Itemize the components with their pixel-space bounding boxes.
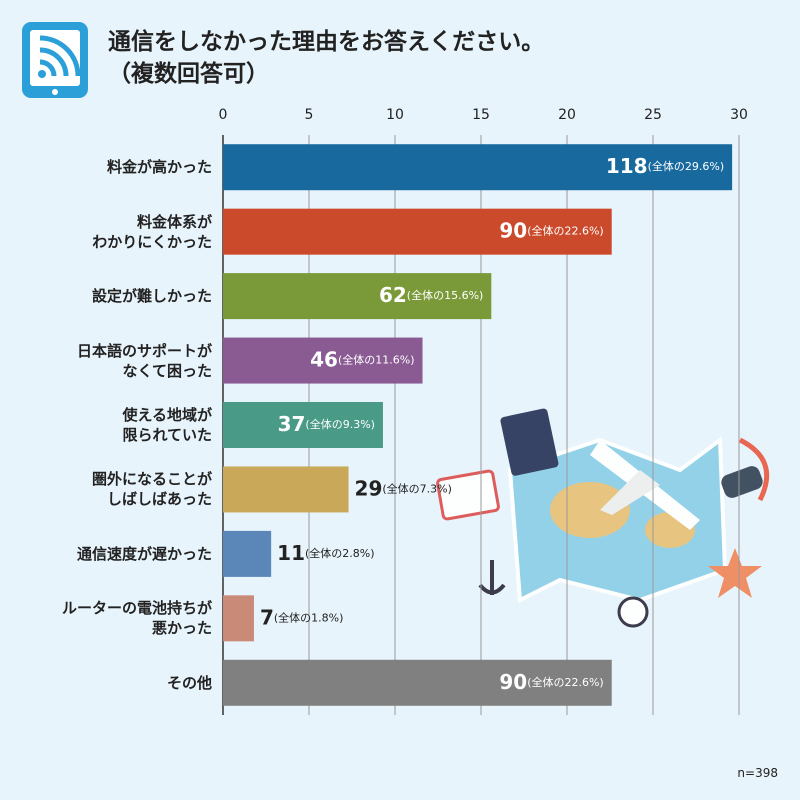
count-label: 90 [499, 669, 527, 693]
x-tick-label: 5 [305, 107, 314, 123]
bar [223, 530, 272, 577]
percent-label: (全体の7.3%) [382, 481, 452, 495]
percent-label: (全体の9.3%) [305, 417, 375, 431]
x-tick-label: 30 [730, 107, 748, 123]
percent-label: (全体の11.6%) [338, 353, 415, 367]
category-label: その他 [166, 673, 212, 692]
bar [223, 273, 492, 320]
x-tick-label: 10 [386, 107, 404, 123]
category-label: ルーターの電池持ちが 悪かった [61, 599, 212, 638]
percent-label: (全体の2.8%) [305, 546, 375, 560]
chart-title: 通信をしなかった理由をお答えください。 （複数回答可） [108, 26, 544, 90]
category-label: 料金体系が わかりにくかった [92, 212, 212, 251]
data-label: 37(全体の9.3%) [278, 412, 375, 436]
percent-label: (全体の29.6%) [648, 159, 725, 173]
data-label: 90(全体の22.6%) [499, 218, 603, 242]
percent-label: (全体の22.6%) [527, 675, 604, 689]
data-label: 118(全体の29.6%) [606, 154, 724, 178]
data-label: 62(全体の15.6%) [379, 283, 483, 307]
x-tick-label: 15 [472, 107, 490, 123]
category-label: 圏外になることが しばしばあった [91, 470, 212, 509]
count-label: 37 [278, 412, 306, 436]
category-label: 日本語のサポートが なくて困った [76, 341, 212, 380]
title-line: 通信をしなかった理由をお答えください。 [108, 29, 545, 55]
bar [223, 402, 383, 448]
count-label: 90 [499, 218, 527, 242]
data-label: 46(全体の11.6%) [310, 347, 414, 371]
category-label: 使える地域が 限られていた [122, 406, 212, 444]
tablet-icon [22, 22, 88, 98]
bar [223, 337, 423, 384]
count-label: 29 [355, 476, 383, 500]
travel-illustration [436, 408, 770, 628]
data-label: 29(全体の7.3%) [355, 476, 452, 500]
bar [223, 466, 349, 513]
percent-label: (全体の15.6%) [407, 288, 484, 302]
x-tick-label: 0 [219, 107, 228, 123]
data-label: 7(全体の1.8%) [260, 605, 343, 629]
percent-label: (全体の1.8%) [274, 610, 344, 624]
count-label: 118 [606, 154, 648, 178]
count-label: 62 [379, 283, 407, 307]
data-label: 90(全体の22.6%) [499, 669, 603, 693]
data-label: 11(全体の2.8%) [277, 540, 374, 564]
x-tick-label: 20 [558, 107, 576, 123]
category-label: 設定が難しかった [91, 287, 212, 306]
bar [223, 659, 612, 706]
count-label: 46 [310, 347, 338, 371]
count-label: 11 [277, 540, 305, 564]
category-label: 料金が高かった [106, 158, 212, 177]
bar [223, 208, 612, 255]
category-label: 通信速度が遅かった [76, 544, 212, 563]
count-label: 7 [260, 605, 274, 629]
percent-label: (全体の22.6%) [527, 224, 604, 238]
bar [223, 144, 733, 191]
sample-size: n=398 [737, 766, 778, 780]
subtitle: （複数回答可） [108, 61, 269, 87]
x-tick-label: 25 [644, 107, 662, 123]
bar [223, 595, 254, 642]
